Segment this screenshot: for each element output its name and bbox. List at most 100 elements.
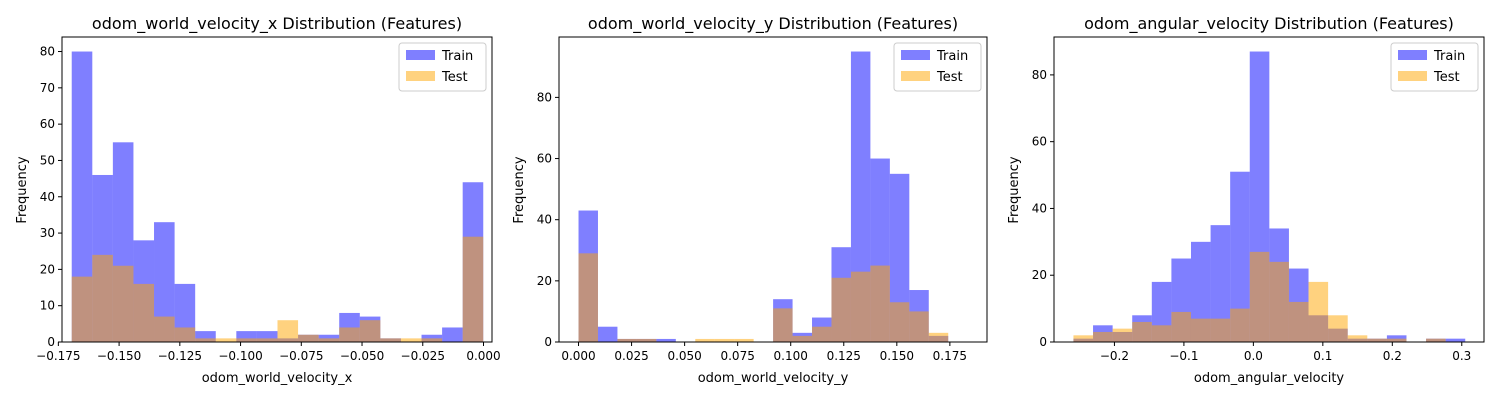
y-tick-label: 70 <box>40 81 55 95</box>
train-bar <box>1230 171 1250 342</box>
legend: Train Test <box>398 42 487 92</box>
test-bar <box>773 308 793 342</box>
x-tick-label: −0.1 <box>1169 349 1198 363</box>
y-tick-label: 40 <box>537 213 552 227</box>
y-tick-label: 80 <box>40 45 55 59</box>
train-bar <box>195 331 216 342</box>
bars-layer <box>71 51 484 343</box>
legend: Train Test <box>893 42 982 92</box>
test-bar <box>339 327 360 342</box>
y-tick-label: 40 <box>1032 201 1047 215</box>
test-bar <box>1269 261 1289 342</box>
x-tick-label: −0.050 <box>340 349 384 363</box>
x-ticks: −0.2 −0.1 0.0 0.1 0.2 0.3 <box>1100 342 1471 363</box>
train-bar <box>1210 225 1231 342</box>
y-tick-label: 0 <box>47 335 55 349</box>
train-bar <box>889 173 910 342</box>
test-bar <box>236 338 257 342</box>
y-tick-label: 20 <box>537 274 552 288</box>
test-bar <box>1249 251 1270 342</box>
y-tick-label: 10 <box>40 299 55 313</box>
test-bar <box>462 236 484 342</box>
test-bar <box>256 338 278 342</box>
chart-title: odom_angular_velocity Distribution (Feat… <box>1084 14 1454 34</box>
x-tick-label: 0.100 <box>774 349 808 363</box>
y-ticks: 0 20 40 60 80 <box>1032 68 1054 349</box>
test-bar <box>92 254 113 342</box>
x-tick-label: −0.175 <box>36 349 80 363</box>
test-bar <box>889 302 910 342</box>
test-legend-swatch <box>406 71 435 81</box>
chart-title: odom_world_velocity_x Distribution (Feat… <box>92 14 462 34</box>
x-tick-label: −0.025 <box>401 349 445 363</box>
train-bar <box>1190 241 1211 342</box>
x-tick-label: 0.1 <box>1313 349 1332 363</box>
test-bar <box>792 335 813 342</box>
test-bar <box>1386 338 1407 342</box>
x-tick-label: 0.3 <box>1452 349 1471 363</box>
y-axis-label: Frequency <box>512 156 527 223</box>
train-bar <box>256 331 278 342</box>
y-ticks: 0 20 40 60 80 <box>537 90 559 349</box>
train-legend-swatch <box>901 50 930 60</box>
train-legend-label: Train <box>441 49 473 64</box>
x-tick-label: 0.125 <box>827 349 861 363</box>
y-axis-label: Frequency <box>1007 156 1022 223</box>
test-bar <box>831 277 851 342</box>
test-bar <box>298 334 319 342</box>
test-bar <box>1426 338 1446 342</box>
x-axis-label: odom_angular_velocity <box>1194 371 1345 386</box>
train-bar <box>1445 338 1466 342</box>
test-bar <box>1347 335 1368 342</box>
y-tick-label: 0 <box>1039 335 1047 349</box>
test-bar <box>1288 301 1309 342</box>
y-tick-label: 50 <box>40 153 55 167</box>
test-bar <box>154 316 175 342</box>
test-bar <box>174 327 196 342</box>
test-bar <box>812 326 832 342</box>
test-bar <box>133 283 155 342</box>
x-tick-label: 0.175 <box>933 349 967 363</box>
chart-panel-velocity-x: odom_world_velocity_x Distribution (Feat… <box>15 14 501 386</box>
x-tick-label: −0.075 <box>279 349 323 363</box>
x-tick-label: −0.150 <box>97 349 141 363</box>
test-bar <box>1112 328 1133 342</box>
train-legend-swatch <box>1398 50 1427 60</box>
y-tick-label: 60 <box>1032 135 1047 149</box>
axes-frame <box>61 36 493 343</box>
axes-frame <box>1053 36 1485 343</box>
train-bar <box>154 222 175 342</box>
y-tick-label: 80 <box>537 90 552 104</box>
x-tick-label: 0.025 <box>614 349 648 363</box>
chart-panel-angular-velocity: odom_angular_velocity Distribution (Feat… <box>1007 14 1485 386</box>
test-bar <box>850 271 871 342</box>
legend: Train Test <box>1390 42 1479 92</box>
test-bar <box>1210 318 1231 342</box>
y-tick-label: 0 <box>544 335 552 349</box>
y-tick-label: 60 <box>537 152 552 166</box>
x-tick-label: 0.0 <box>1244 349 1263 363</box>
x-tick-label: −0.125 <box>158 349 202 363</box>
test-bar <box>1190 318 1211 342</box>
train-bar <box>236 331 257 342</box>
train-bar <box>850 51 871 343</box>
test-bar <box>1073 335 1094 342</box>
test-bar <box>909 311 929 342</box>
train-legend-swatch <box>406 50 435 60</box>
x-tick-label: 0.150 <box>880 349 914 363</box>
y-ticks: 0 10 20 30 40 50 60 70 80 <box>40 45 62 349</box>
test-bar <box>578 253 598 342</box>
y-tick-label: 20 <box>40 262 55 276</box>
x-tick-label: 0.075 <box>720 349 754 363</box>
test-bar <box>1151 325 1172 342</box>
train-bar <box>174 283 196 342</box>
test-bar <box>71 276 93 342</box>
test-bar <box>380 338 401 342</box>
train-bar <box>656 338 676 342</box>
test-bar <box>1171 311 1191 342</box>
test-bar <box>695 338 715 342</box>
y-tick-label: 40 <box>40 190 55 204</box>
test-legend-swatch <box>901 71 930 81</box>
test-bar <box>1230 308 1250 342</box>
test-bar <box>714 338 735 342</box>
